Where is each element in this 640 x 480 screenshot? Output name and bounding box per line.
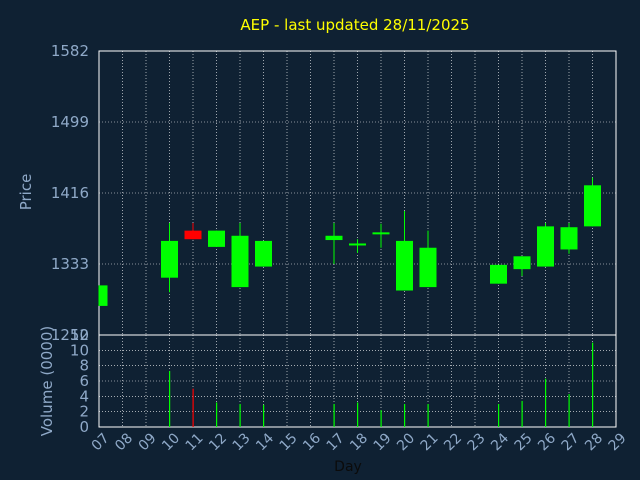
candle: [161, 222, 178, 293]
x-tick-label: 28: [582, 430, 606, 454]
volume-bars: [169, 342, 594, 427]
candle: [537, 222, 554, 267]
x-tick-label: 07: [89, 430, 113, 454]
x-tick-label: 21: [418, 430, 442, 454]
volume-tick-label: 6: [79, 372, 89, 390]
candle: [349, 239, 366, 253]
volume-bar: [521, 400, 523, 427]
x-tick-label: 11: [183, 430, 207, 454]
volume-bar: [498, 404, 500, 427]
candle-body: [208, 230, 225, 247]
candle: [255, 240, 272, 267]
candle-body: [372, 232, 390, 235]
x-tick-label: 29: [606, 430, 630, 454]
x-tick-label: 26: [535, 430, 559, 454]
volume-bar: [357, 402, 359, 427]
candle-body: [184, 230, 202, 240]
volume-bar: [169, 371, 171, 427]
x-tick-label: 24: [488, 430, 512, 454]
x-tick-label: 15: [277, 430, 301, 454]
candle: [208, 230, 225, 247]
candles: [98, 177, 601, 306]
x-tick-label: 22: [441, 430, 465, 454]
volume-tick-label: 12: [70, 326, 89, 344]
volume-bar: [216, 402, 218, 427]
volume-tick-label: 10: [70, 341, 89, 359]
candle-body: [537, 226, 554, 267]
x-tick-label: 08: [112, 430, 136, 454]
candle-body: [584, 185, 601, 227]
candle: [231, 222, 249, 288]
candle-body: [513, 256, 531, 270]
x-tick-label: 17: [324, 430, 348, 454]
candle-body: [419, 247, 437, 288]
candle: [584, 177, 601, 227]
candle: [513, 256, 531, 276]
candle-body: [490, 264, 507, 284]
x-tick-label: 09: [136, 430, 160, 454]
volume-bar: [592, 342, 594, 427]
candle: [372, 223, 390, 248]
volume-bar: [192, 388, 194, 427]
price-grid: [99, 51, 616, 335]
volume-tick-label: 2: [79, 403, 89, 421]
x-tick-label: 16: [300, 430, 324, 454]
price-tick-label: 1333: [51, 255, 89, 273]
price-tick-label: 1582: [51, 42, 89, 60]
volume-tick-label: 4: [79, 387, 89, 405]
candle: [325, 222, 343, 264]
price-tick-label: 1499: [51, 113, 89, 131]
candle: [184, 222, 202, 240]
x-tick-label: 10: [159, 430, 183, 454]
x-tick-label: 14: [253, 430, 277, 454]
x-tick-label: 13: [230, 430, 254, 454]
price-tick-label: 1416: [51, 184, 89, 202]
x-tick-label: 19: [371, 430, 395, 454]
chart-title: AEP - last updated 28/11/2025: [240, 16, 469, 34]
volume-bar: [333, 404, 335, 427]
volume-bar: [263, 404, 265, 427]
candle-body: [396, 240, 413, 291]
volume-bar: [545, 378, 547, 427]
x-tick-label: 20: [394, 430, 418, 454]
volume-bar: [380, 410, 382, 427]
volume-bar: [568, 394, 570, 427]
volume-tick-label: 0: [79, 418, 89, 436]
x-tick-label: 18: [347, 430, 371, 454]
x-tick-label: 25: [512, 430, 536, 454]
candle-body: [349, 243, 366, 246]
candle: [396, 210, 413, 291]
volume-bar: [239, 404, 241, 427]
candle: [560, 222, 578, 254]
price-panel: 1250 1333 1416 1499 1582 Price: [17, 42, 617, 344]
candle-body: [161, 240, 178, 278]
x-axis-ticks: 07 08 09 10 11 12 13 14 15 16 17 18 19 20 21 22 23 24 25 26…: [89, 430, 630, 454]
candle: [490, 264, 507, 284]
volume-bar: [427, 404, 429, 427]
x-tick-label: 27: [559, 430, 583, 454]
candle: [98, 285, 108, 306]
candle-body: [560, 227, 578, 250]
candle-body: [255, 240, 272, 267]
candle: [419, 230, 437, 288]
candle-body: [99, 285, 108, 306]
x-tick-label: 12: [206, 430, 230, 454]
price-axis-label: Price: [17, 174, 35, 211]
volume-bar: [404, 404, 406, 427]
volume-axis-label: Volume (0000): [38, 326, 56, 436]
x-tick-label: 23: [465, 430, 489, 454]
candle-body: [231, 235, 249, 288]
price-tick-label: 1250: [51, 326, 89, 344]
candle-body: [325, 235, 343, 241]
volume-tick-label: 8: [79, 357, 89, 375]
x-axis-label: Day: [334, 459, 362, 475]
price-y-ticks: 1250 1333 1416 1499 1582: [51, 42, 89, 344]
